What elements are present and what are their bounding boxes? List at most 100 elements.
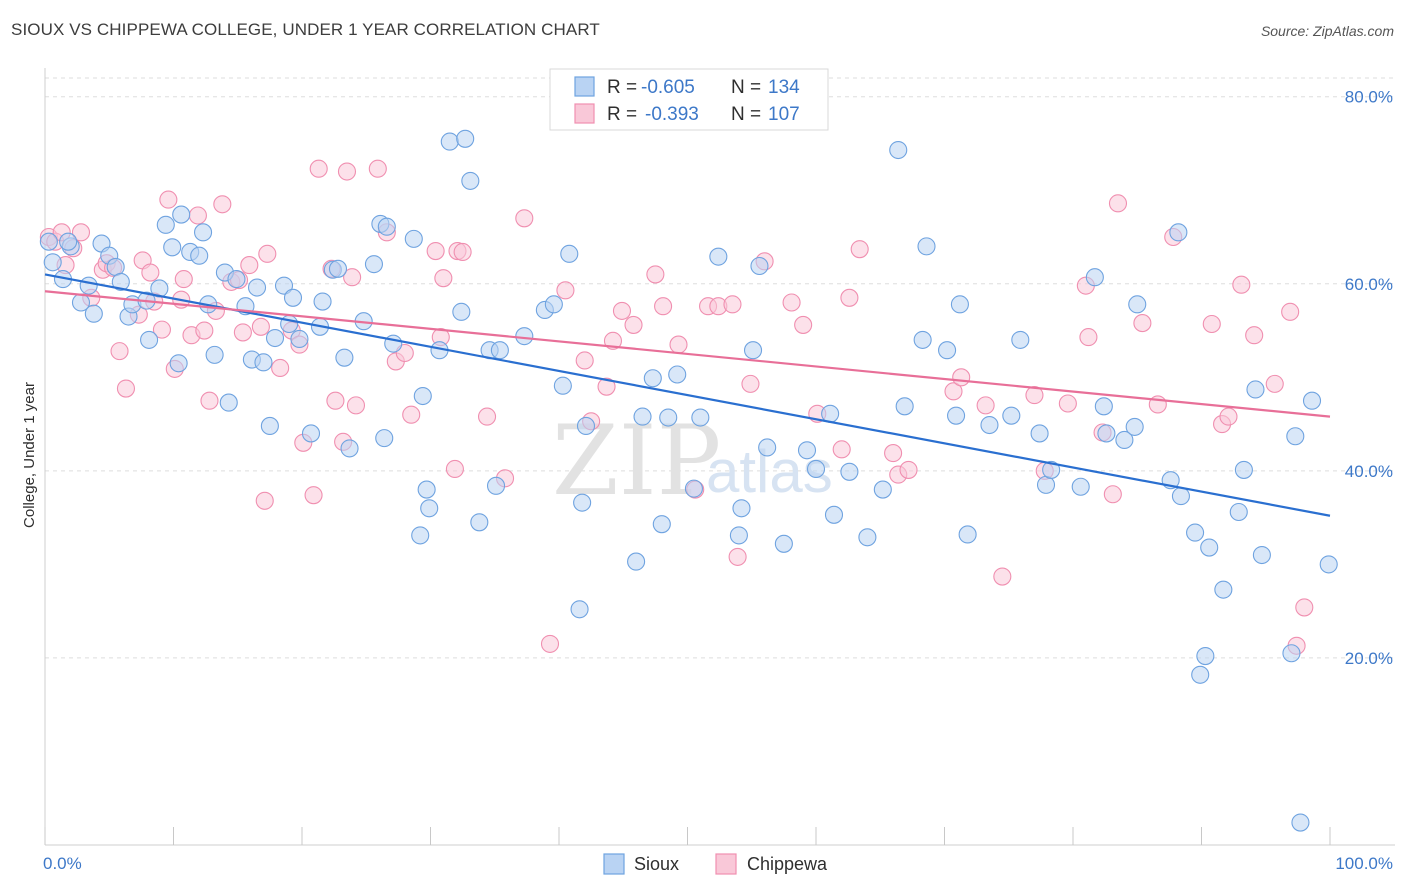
sioux-point xyxy=(411,526,430,545)
sioux-point xyxy=(684,479,703,498)
chippewa-point xyxy=(174,270,193,289)
chippewa-point xyxy=(624,315,643,334)
chippewa-point xyxy=(213,195,232,214)
sioux-point xyxy=(1302,391,1322,410)
chippewa-point xyxy=(1232,275,1251,294)
sioux-point xyxy=(265,328,285,348)
bottom-legend-swatch-chippewa xyxy=(715,853,737,875)
chippewa-point xyxy=(646,265,665,284)
sioux-point xyxy=(301,424,321,443)
chippewa-point xyxy=(402,405,421,424)
chippewa-point xyxy=(271,358,290,378)
sioux-point xyxy=(84,304,103,323)
sioux-point xyxy=(1071,477,1090,496)
sioux-point xyxy=(328,259,348,278)
sioux-point xyxy=(1171,487,1190,506)
sioux-point xyxy=(140,330,159,349)
chippewa-point xyxy=(434,269,453,288)
sioux-point xyxy=(274,276,294,295)
y-tick-label: 60.0% xyxy=(1345,275,1393,294)
y-tick-label: 20.0% xyxy=(1345,649,1393,668)
sioux-point xyxy=(729,526,748,545)
sioux-point xyxy=(456,129,475,148)
sioux-point xyxy=(205,345,224,364)
sioux-point xyxy=(633,407,652,426)
chippewa-point xyxy=(309,159,328,178)
sioux-point xyxy=(254,353,273,372)
chippewa-point xyxy=(1295,598,1314,617)
sioux-point xyxy=(111,272,130,291)
chippewa-point xyxy=(1025,386,1044,405)
sioux-point xyxy=(652,515,671,534)
sioux-point xyxy=(163,238,182,257)
sioux-point xyxy=(895,397,914,416)
legend-swatch-sioux xyxy=(574,76,595,97)
chippewa-point xyxy=(152,320,171,339)
sioux-point xyxy=(980,415,999,435)
x-tick-labels: 0.0% 100.0% xyxy=(43,854,1393,873)
bottom-legend-label-sioux: Sioux xyxy=(634,854,679,874)
source-credit: Source: ZipAtlas.com xyxy=(1260,23,1394,39)
sioux-point xyxy=(420,499,439,518)
sioux-point xyxy=(313,292,332,311)
chippewa-point xyxy=(899,460,918,479)
chippewa-point xyxy=(258,244,277,263)
sioux-point xyxy=(570,600,589,619)
legend-r-label-chippewa: R = xyxy=(607,104,637,125)
sioux-point xyxy=(627,552,646,571)
sioux-point xyxy=(1246,380,1265,399)
sioux-point xyxy=(190,246,209,265)
chippewa-point xyxy=(141,263,160,282)
y-axis-label: College, Under 1 year xyxy=(21,382,38,528)
sioux-point xyxy=(260,416,279,436)
trend-line-sioux xyxy=(44,273,1331,517)
sioux-point xyxy=(938,341,957,360)
chippewa-point xyxy=(669,335,688,354)
chippewa-point xyxy=(597,377,616,396)
sioux-point xyxy=(1291,813,1310,832)
legend-n-label-sioux: N = xyxy=(731,77,761,98)
chippewa-point xyxy=(368,159,387,178)
chippewa-point xyxy=(200,391,219,410)
legend-swatch-chippewa xyxy=(574,103,595,124)
trend-line-chippewa xyxy=(44,290,1331,418)
chippewa-point xyxy=(976,396,995,415)
chippewa-point xyxy=(728,547,747,566)
trend-lines xyxy=(44,273,1331,517)
legend-r-value-chippewa: -0.393 xyxy=(645,104,699,125)
sioux-point xyxy=(1169,223,1188,242)
chippewa-point xyxy=(110,342,129,361)
sioux-point xyxy=(1094,397,1113,416)
chippewa-point xyxy=(944,382,963,401)
x-tick-label: 100.0% xyxy=(1335,854,1393,873)
gridlines xyxy=(45,77,1395,659)
sioux-point xyxy=(59,232,78,251)
sioux-point xyxy=(643,369,662,388)
sioux-point xyxy=(668,365,687,384)
sioux-point xyxy=(824,505,844,524)
legend-n-value-chippewa: 107 xyxy=(768,104,800,125)
sioux-point xyxy=(691,408,710,427)
sioux-point xyxy=(709,247,728,266)
legend-r-label-sioux: R = xyxy=(607,77,637,98)
sioux-point xyxy=(958,525,977,544)
sioux-point xyxy=(470,513,489,532)
sioux-point xyxy=(1229,502,1248,522)
sioux-point xyxy=(440,132,459,151)
chippewa-point xyxy=(556,281,575,300)
chippewa-point xyxy=(540,634,560,653)
chippewa-point xyxy=(1133,314,1152,333)
chippewa-point xyxy=(603,331,623,350)
sioux-point xyxy=(1036,475,1056,494)
sioux-point xyxy=(1030,424,1049,443)
chippewa-point xyxy=(832,440,851,459)
legend-n-label-chippewa: N = xyxy=(731,104,761,125)
sioux-point xyxy=(750,256,769,276)
y-tick-labels: 20.0% 40.0% 60.0% 80.0% xyxy=(1345,88,1393,668)
sioux-point xyxy=(486,476,506,495)
sioux-point xyxy=(375,429,394,448)
sioux-point xyxy=(413,386,432,406)
sioux-point xyxy=(43,253,62,272)
sioux-point xyxy=(1128,295,1147,314)
